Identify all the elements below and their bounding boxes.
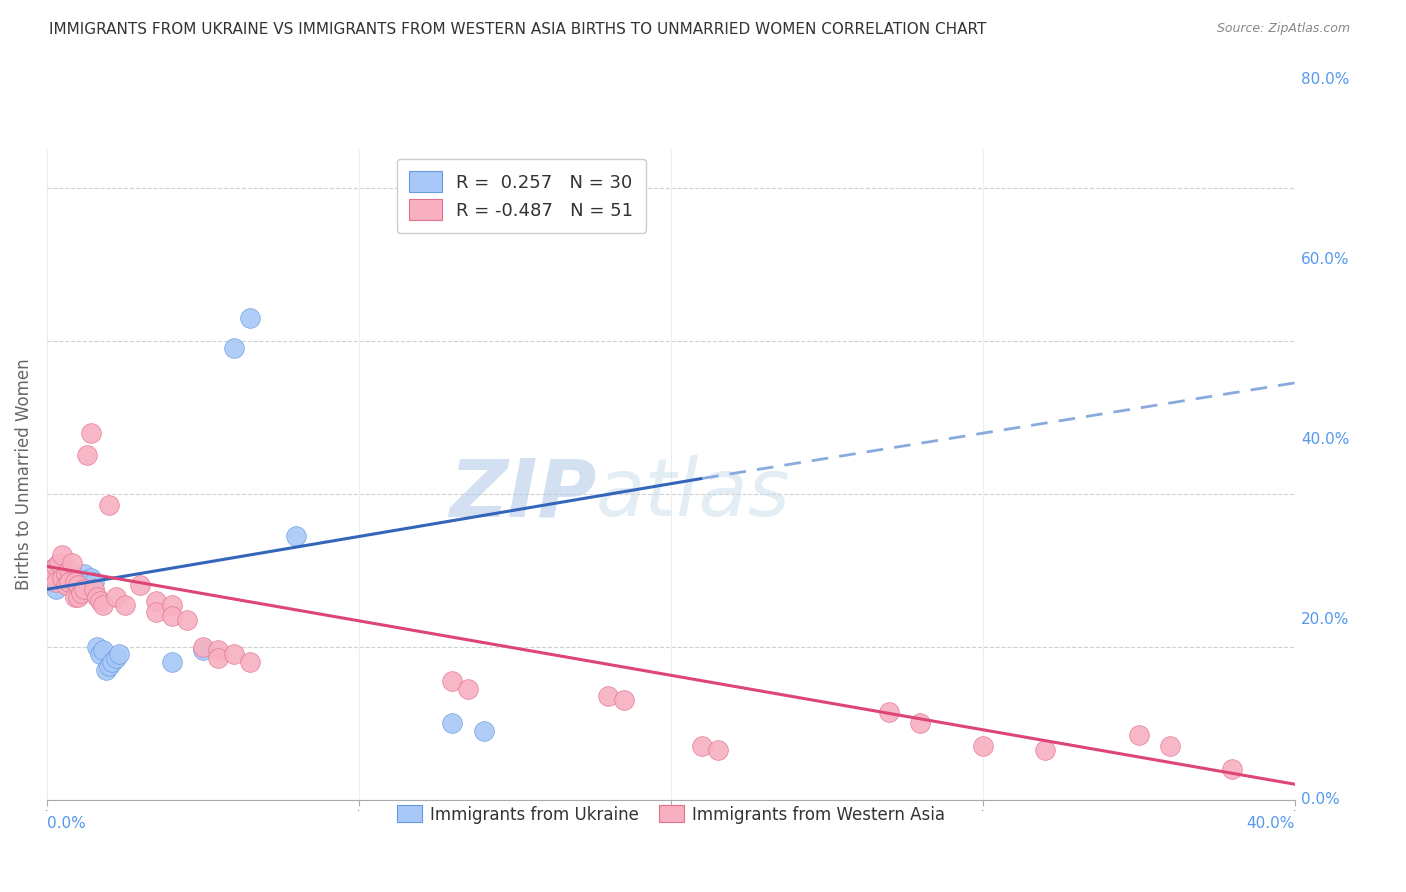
Point bbox=[67, 590, 90, 604]
Y-axis label: Births to Unmarried Women: Births to Unmarried Women bbox=[15, 359, 32, 591]
Point bbox=[63, 590, 86, 604]
Point bbox=[55, 571, 77, 585]
Point bbox=[91, 643, 114, 657]
Text: ZIP: ZIP bbox=[449, 455, 596, 533]
Point bbox=[86, 590, 108, 604]
Point bbox=[89, 593, 111, 607]
Point bbox=[42, 574, 65, 589]
Text: 0.0%: 0.0% bbox=[1301, 792, 1340, 807]
Point bbox=[910, 716, 932, 731]
Point bbox=[51, 563, 73, 577]
Point bbox=[79, 571, 101, 585]
Point bbox=[690, 739, 713, 753]
Point bbox=[207, 651, 229, 665]
Point bbox=[51, 571, 73, 585]
Point bbox=[58, 574, 80, 589]
Point bbox=[70, 586, 93, 600]
Point bbox=[1128, 727, 1150, 741]
Point bbox=[598, 690, 620, 704]
Point bbox=[42, 566, 65, 581]
Point bbox=[48, 566, 70, 581]
Point bbox=[45, 582, 67, 597]
Point bbox=[207, 643, 229, 657]
Point bbox=[285, 529, 308, 543]
Text: IMMIGRANTS FROM UKRAINE VS IMMIGRANTS FROM WESTERN ASIA BIRTHS TO UNMARRIED WOME: IMMIGRANTS FROM UKRAINE VS IMMIGRANTS FR… bbox=[49, 22, 987, 37]
Point bbox=[58, 574, 80, 589]
Point bbox=[58, 563, 80, 577]
Point bbox=[457, 681, 479, 696]
Point bbox=[706, 743, 728, 757]
Point bbox=[63, 578, 86, 592]
Point bbox=[67, 571, 90, 585]
Point bbox=[60, 556, 83, 570]
Text: atlas: atlas bbox=[596, 455, 790, 533]
Point bbox=[60, 566, 83, 581]
Legend: Immigrants from Ukraine, Immigrants from Western Asia: Immigrants from Ukraine, Immigrants from… bbox=[389, 798, 952, 830]
Point bbox=[129, 578, 152, 592]
Point bbox=[73, 582, 96, 597]
Point bbox=[441, 673, 464, 688]
Point bbox=[76, 449, 98, 463]
Text: 40.0%: 40.0% bbox=[1301, 433, 1350, 447]
Text: 40.0%: 40.0% bbox=[1247, 816, 1295, 830]
Point bbox=[96, 663, 118, 677]
Point bbox=[1222, 762, 1244, 776]
Point bbox=[472, 723, 495, 738]
Text: 60.0%: 60.0% bbox=[1301, 252, 1350, 268]
Point bbox=[1159, 739, 1181, 753]
Text: 20.0%: 20.0% bbox=[1301, 612, 1350, 627]
Text: Source: ZipAtlas.com: Source: ZipAtlas.com bbox=[1216, 22, 1350, 36]
Point bbox=[83, 582, 105, 597]
Point bbox=[239, 655, 262, 669]
Point bbox=[79, 425, 101, 440]
Point bbox=[51, 548, 73, 562]
Point bbox=[613, 693, 636, 707]
Point bbox=[63, 574, 86, 589]
Point bbox=[98, 658, 121, 673]
Point bbox=[76, 578, 98, 592]
Point bbox=[107, 647, 129, 661]
Point bbox=[45, 559, 67, 574]
Point bbox=[160, 609, 183, 624]
Point bbox=[441, 716, 464, 731]
Text: 80.0%: 80.0% bbox=[1301, 72, 1350, 87]
Point bbox=[55, 566, 77, 581]
Point bbox=[191, 643, 214, 657]
Point bbox=[89, 647, 111, 661]
Point bbox=[70, 574, 93, 589]
Point bbox=[191, 640, 214, 654]
Text: 0.0%: 0.0% bbox=[46, 816, 86, 830]
Point bbox=[239, 310, 262, 325]
Point bbox=[145, 593, 167, 607]
Point bbox=[1033, 743, 1056, 757]
Point bbox=[145, 605, 167, 619]
Point bbox=[877, 705, 900, 719]
Point bbox=[39, 563, 62, 577]
Point bbox=[222, 647, 245, 661]
Point bbox=[39, 563, 62, 577]
Point bbox=[67, 578, 90, 592]
Point bbox=[73, 566, 96, 581]
Point bbox=[160, 598, 183, 612]
Point bbox=[114, 598, 136, 612]
Point bbox=[86, 640, 108, 654]
Point bbox=[98, 498, 121, 512]
Point bbox=[160, 655, 183, 669]
Point bbox=[222, 342, 245, 356]
Point bbox=[48, 556, 70, 570]
Point bbox=[55, 578, 77, 592]
Point bbox=[176, 613, 198, 627]
Point bbox=[104, 651, 127, 665]
Point bbox=[104, 590, 127, 604]
Point bbox=[101, 655, 124, 669]
Point bbox=[83, 574, 105, 589]
Point bbox=[45, 574, 67, 589]
Point bbox=[91, 598, 114, 612]
Point bbox=[972, 739, 994, 753]
